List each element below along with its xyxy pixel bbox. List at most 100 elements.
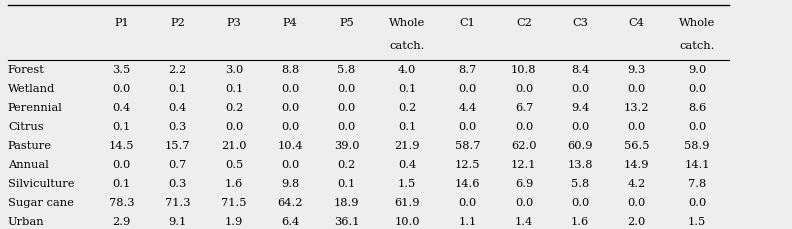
Text: 14.5: 14.5 bbox=[109, 141, 135, 151]
Text: 62.0: 62.0 bbox=[511, 141, 537, 151]
Text: 0.2: 0.2 bbox=[225, 103, 243, 113]
Text: 0.0: 0.0 bbox=[627, 122, 645, 132]
Text: 0.2: 0.2 bbox=[337, 160, 356, 170]
Text: Forest: Forest bbox=[8, 65, 45, 75]
Text: Whole: Whole bbox=[389, 18, 425, 28]
Text: C3: C3 bbox=[572, 18, 588, 28]
Text: 8.8: 8.8 bbox=[281, 65, 299, 75]
Text: 78.3: 78.3 bbox=[109, 198, 135, 208]
Text: 58.9: 58.9 bbox=[684, 141, 710, 151]
Text: 1.9: 1.9 bbox=[225, 217, 243, 227]
Text: 14.6: 14.6 bbox=[455, 179, 481, 189]
Text: 10.0: 10.0 bbox=[394, 217, 420, 227]
Text: 1.4: 1.4 bbox=[515, 217, 533, 227]
Text: Silviculture: Silviculture bbox=[8, 179, 74, 189]
Text: 0.0: 0.0 bbox=[459, 122, 477, 132]
Text: 0.1: 0.1 bbox=[169, 84, 187, 94]
Text: 0.5: 0.5 bbox=[225, 160, 243, 170]
Text: 8.4: 8.4 bbox=[571, 65, 589, 75]
Text: 0.1: 0.1 bbox=[225, 84, 243, 94]
Text: 3.5: 3.5 bbox=[112, 65, 131, 75]
Text: 13.2: 13.2 bbox=[623, 103, 649, 113]
Text: 0.0: 0.0 bbox=[515, 198, 533, 208]
Text: 13.8: 13.8 bbox=[567, 160, 593, 170]
Text: 3.0: 3.0 bbox=[225, 65, 243, 75]
Text: P4: P4 bbox=[283, 18, 298, 28]
Text: Perennial: Perennial bbox=[8, 103, 63, 113]
Text: 8.7: 8.7 bbox=[459, 65, 477, 75]
Text: 0.1: 0.1 bbox=[337, 179, 356, 189]
Text: 14.1: 14.1 bbox=[684, 160, 710, 170]
Text: 64.2: 64.2 bbox=[277, 198, 303, 208]
Text: 0.0: 0.0 bbox=[337, 84, 356, 94]
Text: 0.2: 0.2 bbox=[398, 103, 417, 113]
Text: 60.9: 60.9 bbox=[567, 141, 593, 151]
Text: catch.: catch. bbox=[390, 41, 425, 51]
Text: 12.5: 12.5 bbox=[455, 160, 481, 170]
Text: 14.9: 14.9 bbox=[623, 160, 649, 170]
Text: 0.3: 0.3 bbox=[169, 179, 187, 189]
Text: P3: P3 bbox=[227, 18, 242, 28]
Text: Urban: Urban bbox=[8, 217, 44, 227]
Text: Pasture: Pasture bbox=[8, 141, 52, 151]
Text: 9.0: 9.0 bbox=[687, 65, 706, 75]
Text: 0.7: 0.7 bbox=[169, 160, 187, 170]
Text: 0.0: 0.0 bbox=[337, 103, 356, 113]
Text: 0.1: 0.1 bbox=[398, 84, 417, 94]
Text: 21.9: 21.9 bbox=[394, 141, 420, 151]
Text: 0.0: 0.0 bbox=[627, 84, 645, 94]
Text: 0.0: 0.0 bbox=[571, 122, 589, 132]
Text: 0.0: 0.0 bbox=[112, 160, 131, 170]
Text: 0.0: 0.0 bbox=[281, 103, 299, 113]
Text: 10.4: 10.4 bbox=[277, 141, 303, 151]
Text: P1: P1 bbox=[114, 18, 129, 28]
Text: 0.0: 0.0 bbox=[281, 84, 299, 94]
Text: catch.: catch. bbox=[680, 41, 714, 51]
Text: 10.8: 10.8 bbox=[511, 65, 537, 75]
Text: 2.9: 2.9 bbox=[112, 217, 131, 227]
Text: 5.8: 5.8 bbox=[571, 179, 589, 189]
Text: 9.4: 9.4 bbox=[571, 103, 589, 113]
Text: 0.0: 0.0 bbox=[571, 84, 589, 94]
Text: 36.1: 36.1 bbox=[333, 217, 360, 227]
Text: 0.3: 0.3 bbox=[169, 122, 187, 132]
Text: 4.4: 4.4 bbox=[459, 103, 477, 113]
Text: C2: C2 bbox=[516, 18, 532, 28]
Text: 1.6: 1.6 bbox=[225, 179, 243, 189]
Text: 1.5: 1.5 bbox=[398, 179, 417, 189]
Text: 0.0: 0.0 bbox=[515, 84, 533, 94]
Text: 6.7: 6.7 bbox=[515, 103, 533, 113]
Text: 2.2: 2.2 bbox=[169, 65, 187, 75]
Text: 0.0: 0.0 bbox=[112, 84, 131, 94]
Text: 6.4: 6.4 bbox=[281, 217, 299, 227]
Text: 0.4: 0.4 bbox=[169, 103, 187, 113]
Text: Whole: Whole bbox=[679, 18, 715, 28]
Text: 5.8: 5.8 bbox=[337, 65, 356, 75]
Text: C4: C4 bbox=[628, 18, 645, 28]
Text: 71.5: 71.5 bbox=[221, 198, 247, 208]
Text: 1.5: 1.5 bbox=[687, 217, 706, 227]
Text: 39.0: 39.0 bbox=[333, 141, 360, 151]
Text: C1: C1 bbox=[459, 18, 476, 28]
Text: 0.0: 0.0 bbox=[515, 122, 533, 132]
Text: 56.5: 56.5 bbox=[623, 141, 649, 151]
Text: 18.9: 18.9 bbox=[333, 198, 360, 208]
Text: Sugar cane: Sugar cane bbox=[8, 198, 74, 208]
Text: 1.6: 1.6 bbox=[571, 217, 589, 227]
Text: 9.1: 9.1 bbox=[169, 217, 187, 227]
Text: 0.0: 0.0 bbox=[687, 198, 706, 208]
Text: 71.3: 71.3 bbox=[165, 198, 191, 208]
Text: 0.1: 0.1 bbox=[398, 122, 417, 132]
Text: 7.8: 7.8 bbox=[687, 179, 706, 189]
Text: 0.0: 0.0 bbox=[281, 160, 299, 170]
Text: 9.3: 9.3 bbox=[627, 65, 645, 75]
Text: 0.0: 0.0 bbox=[571, 198, 589, 208]
Text: 0.0: 0.0 bbox=[687, 122, 706, 132]
Text: P5: P5 bbox=[339, 18, 354, 28]
Text: 0.4: 0.4 bbox=[398, 160, 417, 170]
Text: 61.9: 61.9 bbox=[394, 198, 420, 208]
Text: 6.9: 6.9 bbox=[515, 179, 533, 189]
Text: Annual: Annual bbox=[8, 160, 48, 170]
Text: 0.0: 0.0 bbox=[459, 84, 477, 94]
Text: 58.7: 58.7 bbox=[455, 141, 481, 151]
